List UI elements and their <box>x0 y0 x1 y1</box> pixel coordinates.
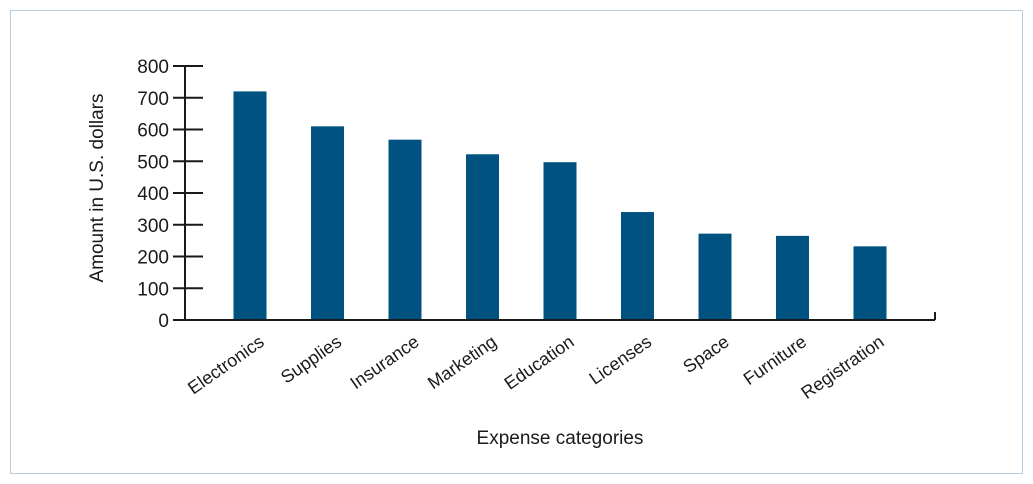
y-tick-label: 700 <box>137 89 169 110</box>
x-tick-label-space: Space <box>679 331 732 377</box>
bar-registration <box>853 246 887 320</box>
x-tick-label-supplies: Supplies <box>277 331 345 387</box>
bar-licenses <box>621 212 654 320</box>
y-tick-label: 800 <box>137 57 169 78</box>
bar-marketing <box>466 154 499 320</box>
x-axis-labels: Electronics Supplies Insurance Marketing Edu… <box>184 331 888 402</box>
x-tick-label-electronics: Electronics <box>184 331 268 398</box>
y-tick-label: 400 <box>137 184 169 205</box>
y-axis-ticks: 0 100 200 300 400 500 600 700 800 <box>137 57 203 332</box>
bar-space <box>698 233 732 320</box>
bar-education <box>543 162 577 320</box>
y-axis-title: Amount in U.S. dollars <box>87 93 108 282</box>
bars <box>233 91 887 321</box>
bar-supplies <box>311 126 344 320</box>
y-tick-label: 600 <box>137 121 169 142</box>
y-tick-label: 200 <box>137 248 169 269</box>
x-tick-label-licenses: Licenses <box>585 331 655 388</box>
y-tick-label: 300 <box>137 216 169 237</box>
x-axis-title: Expense categories <box>477 428 644 449</box>
y-tick-label: 500 <box>137 152 169 173</box>
chart-frame <box>10 10 1023 474</box>
x-tick-label-registration: Registration <box>797 331 887 402</box>
bar-insurance <box>388 139 422 320</box>
bar-furniture <box>776 235 809 320</box>
y-tick-label: 0 <box>158 311 169 332</box>
y-tick-label: 100 <box>137 279 169 300</box>
bar-electronics <box>233 91 267 321</box>
x-tick-label-education: Education <box>501 331 578 393</box>
x-tick-label-furniture: Furniture <box>740 331 810 389</box>
x-tick-label-marketing: Marketing <box>424 331 500 393</box>
x-tick-label-insurance: Insurance <box>346 331 422 393</box>
